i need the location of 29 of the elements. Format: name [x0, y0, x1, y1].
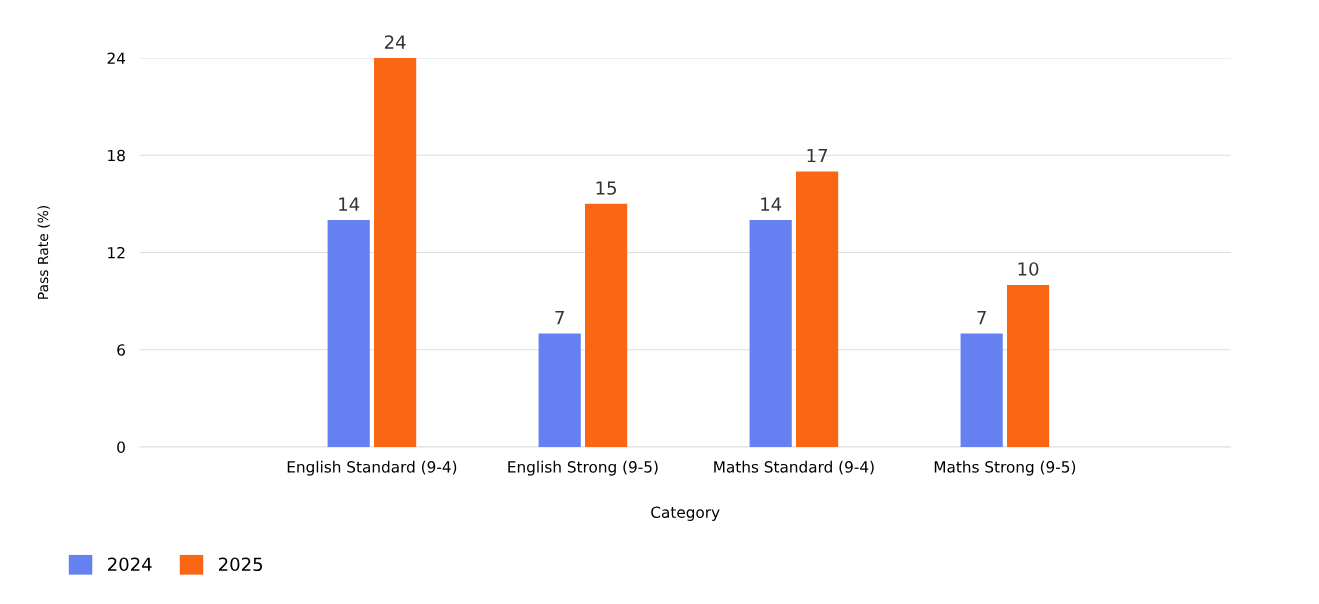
- y-axis-title: Pass Rate (%): [37, 205, 50, 299]
- y-tick-label: 6: [117, 344, 125, 356]
- x-tick-label: English Standard (9-4): [287, 460, 457, 476]
- bar: [1006, 284, 1050, 447]
- data-label: 7: [977, 311, 986, 325]
- x-axis-title: Category: [651, 506, 720, 521]
- data-label: 15: [596, 181, 617, 195]
- legend-label: 2025: [218, 557, 263, 572]
- data-label: 14: [761, 197, 782, 211]
- data-label: 24: [384, 35, 406, 49]
- bar: [749, 220, 792, 447]
- data-label: 14: [339, 197, 360, 211]
- y-tick-label: 0: [117, 441, 125, 453]
- data-label: 7: [555, 311, 564, 325]
- y-tick-label: 12: [108, 246, 125, 259]
- x-tick-label: Maths Standard (9-4): [714, 460, 874, 475]
- bar: [327, 220, 370, 447]
- data-label: 10: [1018, 262, 1039, 276]
- y-tick-label: 18: [108, 149, 125, 162]
- bar: [585, 203, 628, 447]
- bar: [538, 333, 581, 447]
- x-tick-label: Maths Strong (9-5): [934, 460, 1076, 476]
- bar: [960, 333, 1003, 447]
- bar: [795, 171, 839, 447]
- bar: [374, 57, 417, 447]
- y-tick-label: 24: [107, 52, 126, 64]
- data-label: 17: [807, 148, 828, 163]
- x-tick-label: English Strong (9-5): [508, 460, 658, 476]
- legend-label: 2024: [108, 557, 152, 572]
